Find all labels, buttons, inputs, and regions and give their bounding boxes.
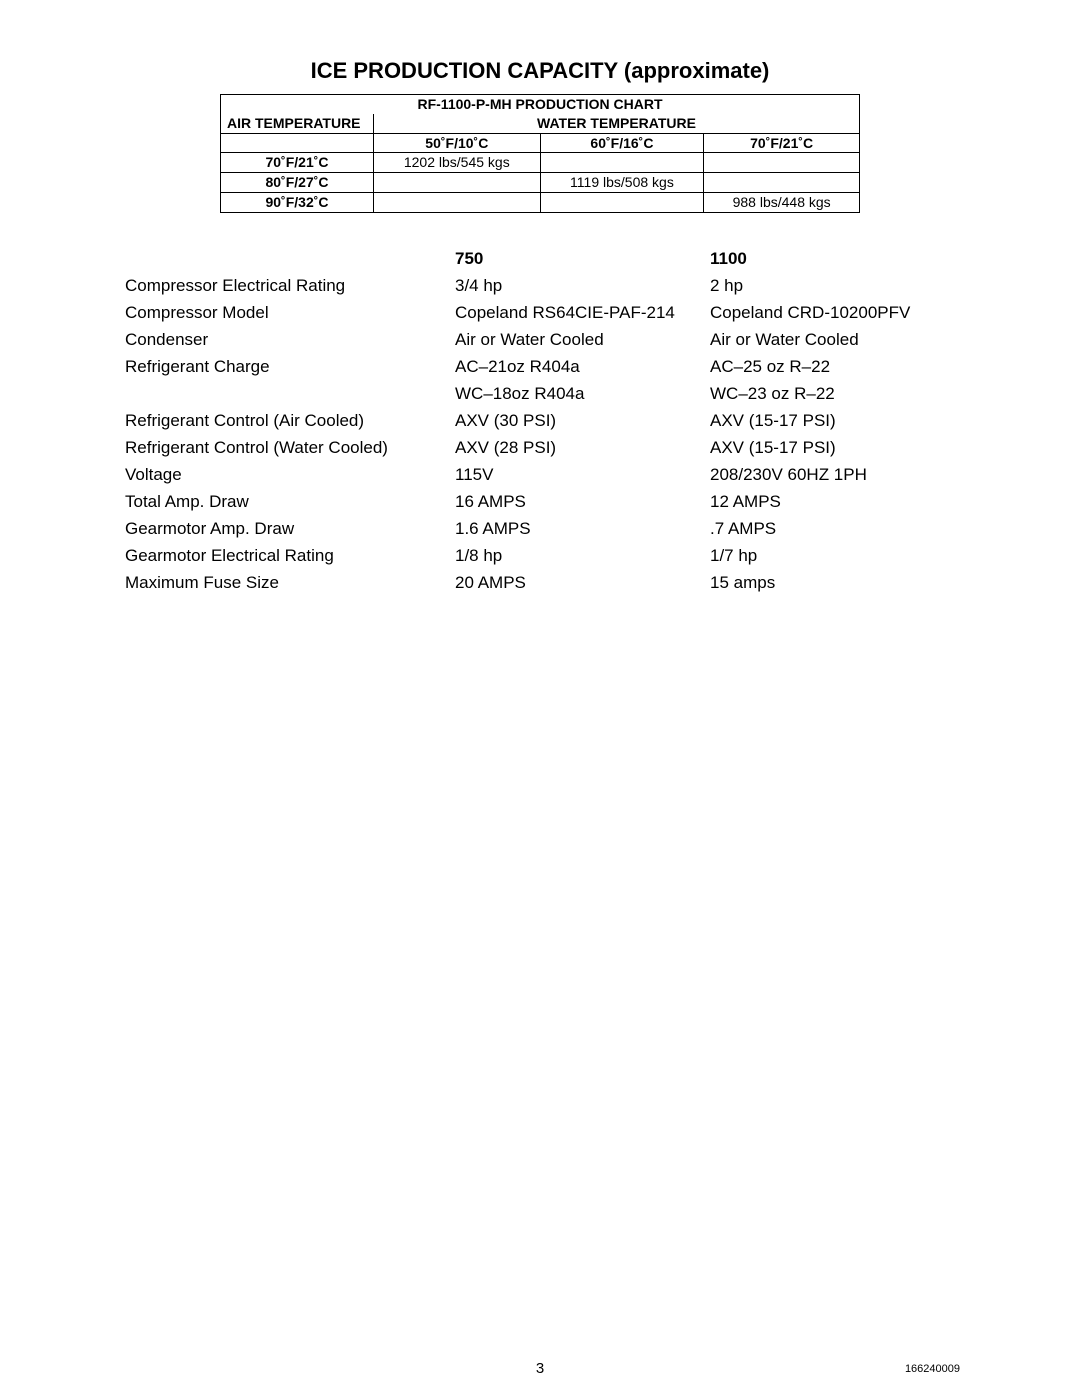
spec-label: Voltage	[125, 466, 455, 483]
spec-row: Compressor Model Copeland RS64CIE-PAF-21…	[125, 299, 955, 326]
spec-value: AXV (28 PSI)	[455, 439, 710, 456]
air-temp-cell: 80˚F/27˚C	[221, 173, 374, 193]
water-temp-header: WATER TEMPERATURE	[374, 114, 860, 133]
spec-value: WC–23 oz R–22	[710, 385, 955, 402]
spec-label: Maximum Fuse Size	[125, 574, 455, 591]
spec-value: Copeland RS64CIE-PAF-214	[455, 304, 710, 321]
spec-label: Compressor Electrical Rating	[125, 277, 455, 294]
table-row: 50˚F/10˚C 60˚F/16˚C 70˚F/21˚C	[221, 133, 860, 153]
spec-value: AXV (15-17 PSI)	[710, 412, 955, 429]
spec-row: Maximum Fuse Size 20 AMPS 15 amps	[125, 569, 955, 596]
cell-blank	[221, 133, 374, 153]
spec-value: 20 AMPS	[455, 574, 710, 591]
spec-label: Refrigerant Charge	[125, 358, 455, 375]
air-temp-cell: 90˚F/32˚C	[221, 192, 374, 212]
production-chart-table: RF-1100-P-MH PRODUCTION CHART AIR TEMPER…	[220, 94, 860, 213]
page: ICE PRODUCTION CAPACITY (approximate) RF…	[0, 0, 1080, 1397]
chart-label: RF-1100-P-MH PRODUCTION CHART	[221, 95, 860, 114]
spec-row: Compressor Electrical Rating 3/4 hp 2 hp	[125, 272, 955, 299]
spec-col-header-1100: 1100	[710, 250, 955, 267]
spec-value: 12 AMPS	[710, 493, 955, 510]
spec-value: WC–18oz R404a	[455, 385, 710, 402]
spec-row: Refrigerant Control (Water Cooled) AXV (…	[125, 434, 955, 461]
spec-row: WC–18oz R404a WC–23 oz R–22	[125, 380, 955, 407]
spec-value: 1/7 hp	[710, 547, 955, 564]
spec-row: Refrigerant Control (Air Cooled) AXV (30…	[125, 407, 955, 434]
spec-col-header-750: 750	[455, 250, 710, 267]
value-cell: 1119 lbs/508 kgs	[540, 173, 704, 193]
water-temp-col: 50˚F/10˚C	[374, 133, 541, 153]
value-cell	[540, 192, 704, 212]
spec-value: 208/230V 60HZ 1PH	[710, 466, 955, 483]
spec-value: 1/8 hp	[455, 547, 710, 564]
spec-label: Refrigerant Control (Air Cooled)	[125, 412, 455, 429]
spec-value: 115V	[455, 466, 710, 483]
value-cell	[540, 153, 704, 173]
table-row: RF-1100-P-MH PRODUCTION CHART	[221, 95, 860, 114]
spec-value: 1.6 AMPS	[455, 520, 710, 537]
spec-row: Refrigerant Charge AC–21oz R404a AC–25 o…	[125, 353, 955, 380]
value-cell	[374, 192, 541, 212]
water-temp-col: 70˚F/21˚C	[704, 133, 860, 153]
value-cell: 1202 lbs/545 kgs	[374, 153, 541, 173]
spec-label: Compressor Model	[125, 304, 455, 321]
spec-row: Voltage 115V 208/230V 60HZ 1PH	[125, 461, 955, 488]
spec-value: AXV (15-17 PSI)	[710, 439, 955, 456]
air-temp-header: AIR TEMPERATURE	[221, 114, 374, 133]
spec-label: Gearmotor Electrical Rating	[125, 547, 455, 564]
table-row: AIR TEMPERATURE WATER TEMPERATURE	[221, 114, 860, 133]
page-title: ICE PRODUCTION CAPACITY (approximate)	[0, 58, 1080, 84]
spec-row: Gearmotor Amp. Draw 1.6 AMPS .7 AMPS	[125, 515, 955, 542]
spec-value: .7 AMPS	[710, 520, 955, 537]
table-row: 80˚F/27˚C 1119 lbs/508 kgs	[221, 173, 860, 193]
value-cell	[374, 173, 541, 193]
spec-value: AXV (30 PSI)	[455, 412, 710, 429]
spec-value: Copeland CRD-10200PFV	[710, 304, 955, 321]
spec-value: AC–25 oz R–22	[710, 358, 955, 375]
spec-value: 2 hp	[710, 277, 955, 294]
spec-label	[125, 385, 455, 402]
air-temp-cell: 70˚F/21˚C	[221, 153, 374, 173]
spec-header-blank	[125, 250, 455, 267]
spec-value: 3/4 hp	[455, 277, 710, 294]
doc-number: 166240009	[905, 1363, 960, 1375]
spec-value: Air or Water Cooled	[455, 331, 710, 348]
spec-table: 750 1100 Compressor Electrical Rating 3/…	[125, 245, 955, 596]
spec-row: Condenser Air or Water Cooled Air or Wat…	[125, 326, 955, 353]
spec-label: Refrigerant Control (Water Cooled)	[125, 439, 455, 456]
spec-label: Condenser	[125, 331, 455, 348]
spec-label: Total Amp. Draw	[125, 493, 455, 510]
spec-value: Air or Water Cooled	[710, 331, 955, 348]
spec-value: AC–21oz R404a	[455, 358, 710, 375]
spec-label: Gearmotor Amp. Draw	[125, 520, 455, 537]
spec-value: 15 amps	[710, 574, 955, 591]
value-cell: 988 lbs/448 kgs	[704, 192, 860, 212]
spec-row: Total Amp. Draw 16 AMPS 12 AMPS	[125, 488, 955, 515]
value-cell	[704, 173, 860, 193]
spec-header-row: 750 1100	[125, 245, 955, 272]
spec-row: Gearmotor Electrical Rating 1/8 hp 1/7 h…	[125, 542, 955, 569]
water-temp-col: 60˚F/16˚C	[540, 133, 704, 153]
spec-value: 16 AMPS	[455, 493, 710, 510]
value-cell	[704, 153, 860, 173]
table-row: 70˚F/21˚C 1202 lbs/545 kgs	[221, 153, 860, 173]
table-row: 90˚F/32˚C 988 lbs/448 kgs	[221, 192, 860, 212]
